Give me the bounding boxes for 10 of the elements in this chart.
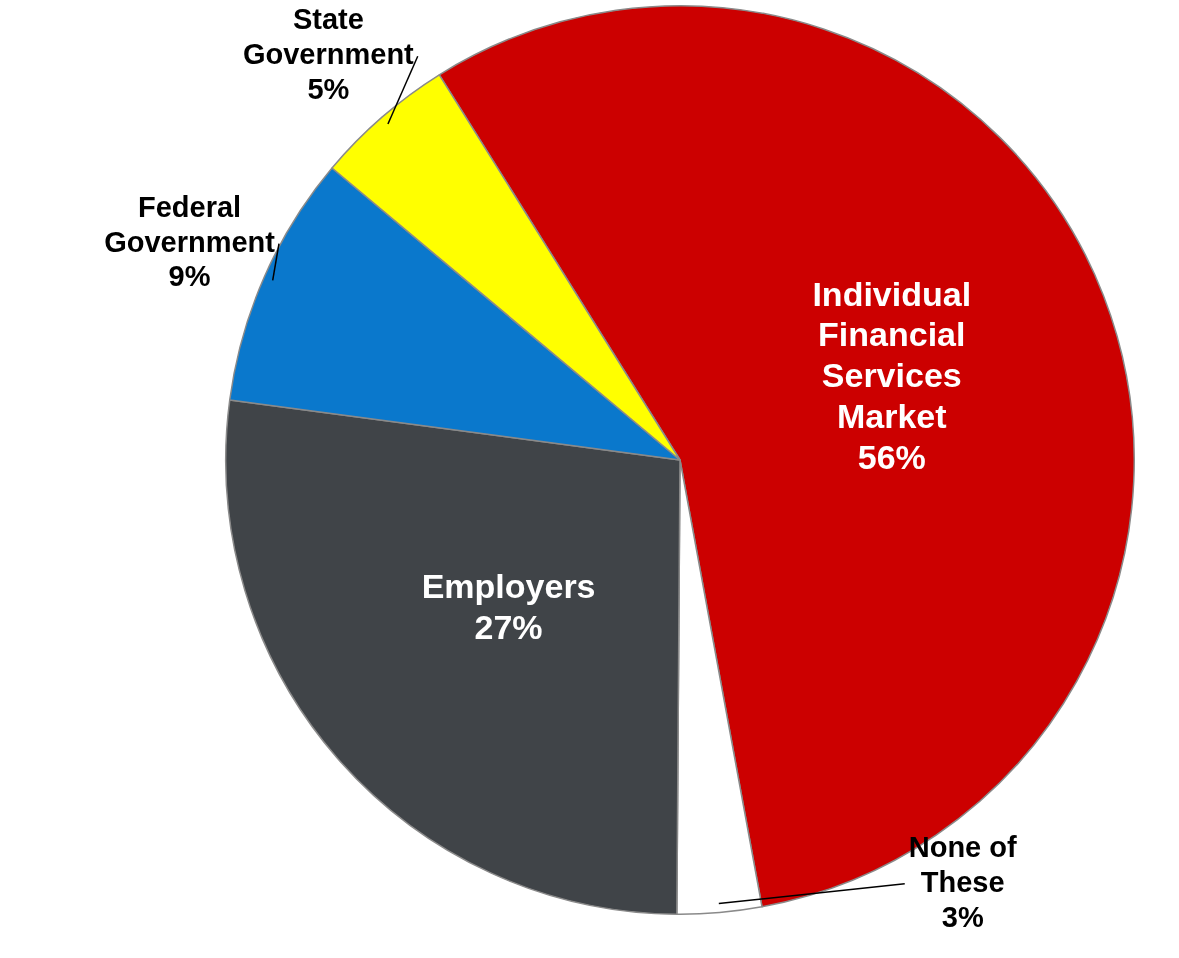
data-label: 5% (307, 73, 350, 105)
slice-label: Federal Government (104, 190, 276, 258)
data-label: 3% (941, 900, 984, 933)
data-label: 27% (474, 607, 543, 646)
slice-label: Individual Financial Services Market (812, 274, 972, 436)
slice-label: None of These (908, 831, 1018, 898)
data-label: 9% (168, 260, 211, 293)
slice-label: Employers (421, 566, 596, 605)
data-label: 56% (857, 437, 926, 476)
slice-label: State Government (242, 3, 415, 71)
